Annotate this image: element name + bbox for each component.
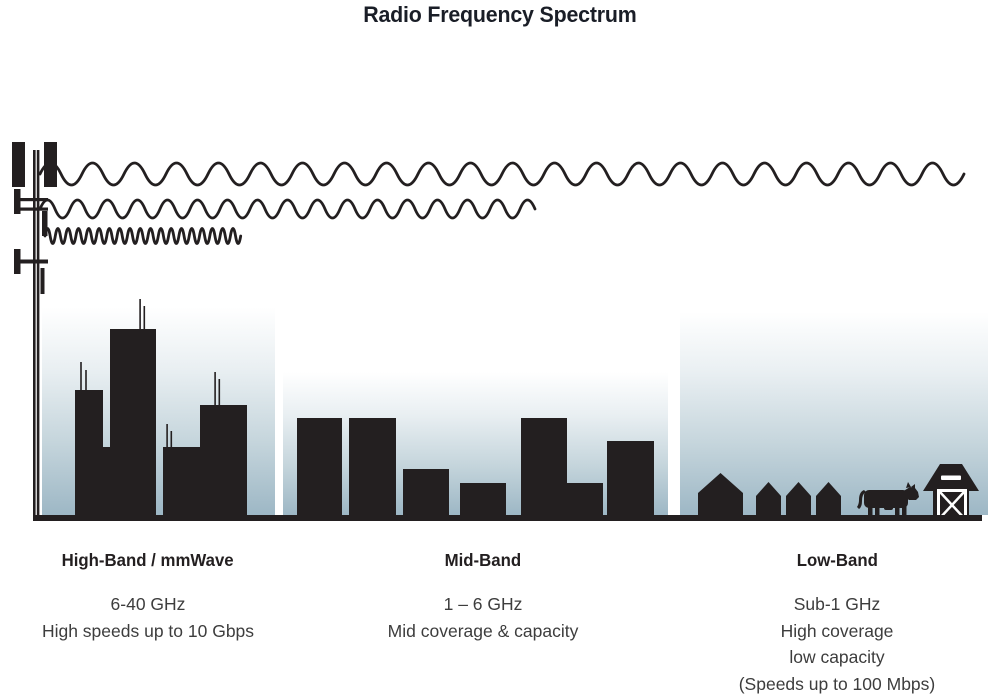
page-title-text: Radio Frequency Spectrum	[363, 2, 637, 27]
building	[521, 418, 567, 519]
low-band-label: Low-Band	[796, 550, 878, 570]
rooftop-antenna	[139, 299, 141, 330]
mid-band-description: 1 – 6 GHz Mid coverage & capacity	[333, 591, 633, 644]
rooftop-antenna	[170, 431, 173, 448]
skyscraper	[110, 329, 156, 519]
rooftop-antenna	[143, 306, 146, 330]
mid-band-wave-icon	[38, 198, 537, 220]
mid-band-coverage: Mid coverage & capacity	[387, 620, 579, 641]
high-band-speed: High speeds up to 10 Gbps	[41, 620, 255, 641]
low-band-wave-icon	[38, 161, 966, 187]
page-title: Radio Frequency Spectrum	[0, 2, 1000, 28]
building	[460, 483, 506, 519]
house-icon	[756, 482, 781, 519]
house-icon	[816, 482, 841, 519]
barn-vent	[941, 475, 961, 480]
rooftop-antenna	[80, 362, 82, 391]
skyscraper	[103, 447, 111, 519]
skyscraper	[163, 447, 200, 519]
low-band-rural-scene	[698, 464, 979, 519]
house-icon	[786, 482, 811, 519]
ground-line	[33, 515, 982, 521]
building	[607, 441, 654, 519]
low-band-capacity: low capacity	[789, 647, 885, 667]
high-band-skyscrapers	[75, 299, 247, 519]
rooftop-antenna	[218, 379, 221, 406]
low-band-description: Sub-1 GHz High coverage low capacity (Sp…	[687, 591, 987, 697]
rooftop-antenna	[214, 372, 216, 406]
low-band-frequency: Sub-1 GHz	[793, 594, 881, 614]
high-band-wave-icon	[43, 227, 243, 245]
high-band-frequency: 6-40 GHz	[110, 594, 186, 614]
barn-icon	[923, 464, 979, 519]
high-band-description: 6-40 GHz High speeds up to 10 Gbps	[0, 591, 298, 644]
cow-icon	[857, 482, 919, 518]
building	[297, 418, 342, 519]
high-band-label: High-Band / mmWave	[61, 550, 235, 570]
cell-tower-icon	[12, 142, 57, 517]
tower-top-left-panel	[12, 142, 25, 187]
mid-band-frequency: 1 – 6 GHz	[443, 594, 523, 614]
skyscraper	[200, 405, 247, 519]
house-icon	[698, 473, 743, 519]
rooftop-antenna	[166, 424, 168, 448]
building	[403, 469, 449, 519]
building	[349, 418, 396, 519]
tower-top-right-panel	[44, 142, 57, 187]
rooftop-antenna	[85, 370, 87, 391]
skyscraper	[75, 390, 103, 519]
low-band-coverage: High coverage	[780, 620, 894, 641]
low-band-speed: (Speeds up to 100 Mbps)	[738, 673, 936, 694]
mid-band-buildings	[297, 418, 654, 519]
building	[567, 483, 603, 519]
mid-band-label: Mid-Band	[444, 550, 522, 570]
radio-waves	[38, 161, 966, 245]
